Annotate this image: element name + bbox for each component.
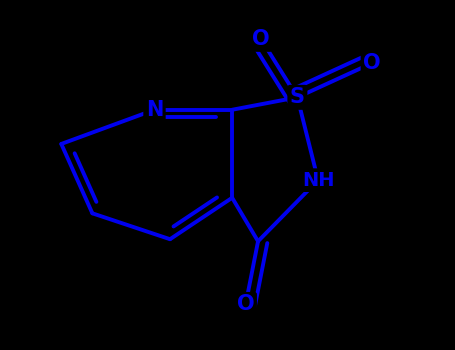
Text: N: N: [146, 100, 163, 120]
Text: O: O: [253, 29, 270, 49]
Text: O: O: [363, 53, 381, 73]
Text: O: O: [237, 294, 254, 314]
Text: S: S: [290, 88, 305, 107]
Text: NH: NH: [302, 171, 334, 190]
